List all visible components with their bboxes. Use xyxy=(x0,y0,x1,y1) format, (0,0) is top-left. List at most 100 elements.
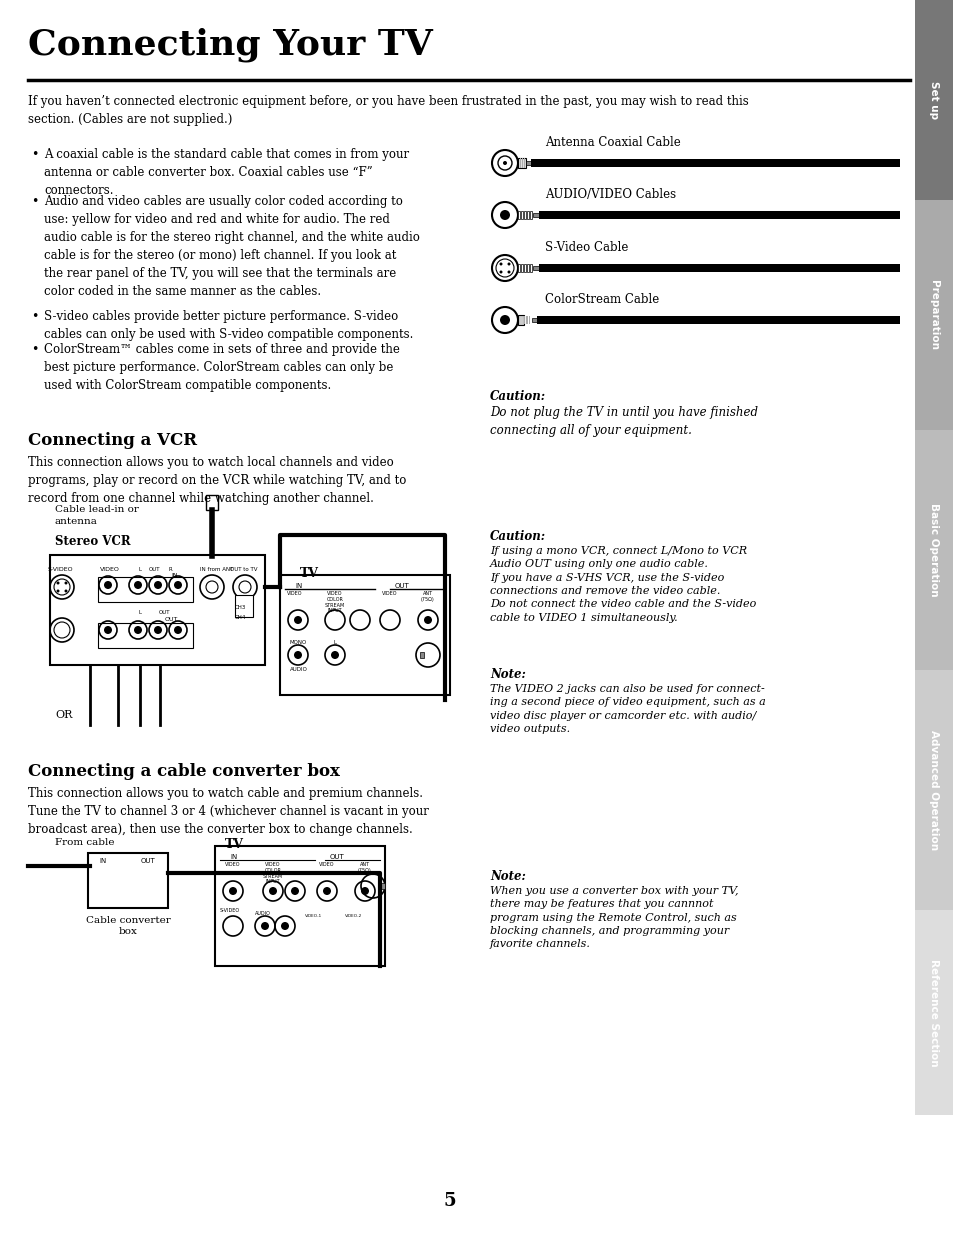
Circle shape xyxy=(360,887,369,895)
Text: Connecting a VCR: Connecting a VCR xyxy=(28,432,196,450)
Circle shape xyxy=(133,580,142,589)
Text: If using a mono VCR, connect L/Mono to VCR
Audio OUT using only one audio cable.: If using a mono VCR, connect L/Mono to V… xyxy=(490,546,756,622)
Text: 5: 5 xyxy=(443,1192,456,1210)
Text: S-video cables provide better picture performance. S-video
cables can only be us: S-video cables provide better picture pe… xyxy=(44,310,413,341)
Bar xyxy=(533,266,538,270)
Bar xyxy=(914,430,953,671)
Bar xyxy=(88,853,168,908)
Bar xyxy=(520,264,522,272)
Text: From cable: From cable xyxy=(55,839,114,847)
Text: VIDEO-1: VIDEO-1 xyxy=(305,914,322,918)
Circle shape xyxy=(294,651,302,659)
Bar xyxy=(526,316,527,324)
Text: OUT: OUT xyxy=(149,567,161,572)
Bar xyxy=(530,211,532,219)
Circle shape xyxy=(65,582,68,584)
Bar xyxy=(538,211,899,219)
Circle shape xyxy=(104,580,112,589)
Text: The VIDEO 2 jacks can also be used for connect-
ing a second piece of video equi: The VIDEO 2 jacks can also be used for c… xyxy=(490,684,765,734)
Bar xyxy=(519,158,520,168)
Circle shape xyxy=(331,651,338,659)
Bar xyxy=(50,555,265,664)
Text: CH3: CH3 xyxy=(234,605,246,610)
Bar xyxy=(98,622,193,648)
Circle shape xyxy=(269,887,276,895)
Circle shape xyxy=(153,580,162,589)
Text: When you use a converter box with your TV,
there may be features that you cannno: When you use a converter box with your T… xyxy=(490,885,738,950)
Bar xyxy=(526,211,529,219)
Bar xyxy=(526,264,529,272)
Text: AUDIO/VIDEO Cables: AUDIO/VIDEO Cables xyxy=(544,188,676,201)
Circle shape xyxy=(65,589,68,593)
Circle shape xyxy=(499,270,502,273)
Text: This connection allows you to watch cable and premium channels.
Tune the TV to c: This connection allows you to watch cabl… xyxy=(28,787,429,836)
Text: ColorStream Cable: ColorStream Cable xyxy=(544,293,659,306)
Text: Reference Section: Reference Section xyxy=(928,958,939,1066)
Text: OUT: OUT xyxy=(395,583,410,589)
Text: VIDEO: VIDEO xyxy=(319,862,335,867)
Text: ANT
(75Ω): ANT (75Ω) xyxy=(420,592,435,601)
Text: Caution:: Caution: xyxy=(490,390,545,403)
Bar xyxy=(914,0,953,200)
Bar xyxy=(517,264,519,272)
Text: IN: IN xyxy=(172,573,178,578)
Circle shape xyxy=(323,887,331,895)
Text: VIDEO: VIDEO xyxy=(225,862,240,867)
Circle shape xyxy=(229,887,236,895)
Bar xyxy=(234,595,253,618)
Bar xyxy=(525,161,531,165)
Bar xyxy=(280,576,450,695)
Text: Advanced Operation: Advanced Operation xyxy=(928,730,939,850)
Circle shape xyxy=(507,263,510,266)
Bar xyxy=(517,211,519,219)
Text: Audio and video cables are usually color coded according to
use: yellow for vide: Audio and video cables are usually color… xyxy=(44,195,419,298)
Circle shape xyxy=(294,616,302,624)
Text: ANT
(75Ω): ANT (75Ω) xyxy=(357,862,372,873)
Bar xyxy=(533,212,538,217)
Text: IN: IN xyxy=(294,583,302,589)
Text: Note:: Note: xyxy=(490,869,525,883)
Text: CH4: CH4 xyxy=(234,615,246,620)
Bar xyxy=(379,883,385,889)
Bar xyxy=(517,158,525,168)
Text: Cable converter
box: Cable converter box xyxy=(86,916,171,936)
Text: Antenna Coaxial Cable: Antenna Coaxial Cable xyxy=(544,136,680,149)
Bar xyxy=(530,264,532,272)
Text: ColorStream™ cables come in sets of three and provide the
best picture performan: ColorStream™ cables come in sets of thre… xyxy=(44,343,399,391)
Text: Basic Operation: Basic Operation xyxy=(928,503,939,597)
Text: IN: IN xyxy=(230,853,237,860)
Circle shape xyxy=(423,616,432,624)
Text: R: R xyxy=(168,567,172,572)
Bar xyxy=(517,315,523,325)
Text: If you haven’t connected electronic equipment before, or you have been frustrate: If you haven’t connected electronic equi… xyxy=(28,95,748,126)
Bar xyxy=(521,158,522,168)
Text: VIDEO
COLOR
STREAM
INPUT: VIDEO COLOR STREAM INPUT xyxy=(325,592,345,614)
Text: •: • xyxy=(30,148,38,161)
Text: AUDIO: AUDIO xyxy=(290,667,308,672)
Text: •: • xyxy=(30,343,38,356)
Text: Set up: Set up xyxy=(928,82,939,119)
Circle shape xyxy=(499,315,510,325)
Text: TV: TV xyxy=(225,839,244,851)
Bar xyxy=(914,200,953,430)
Text: OUT: OUT xyxy=(140,858,155,864)
Text: OR: OR xyxy=(55,710,72,720)
Text: VIDEO
COLOR
STREAM
INPUT: VIDEO COLOR STREAM INPUT xyxy=(263,862,283,884)
Text: S-VIDEO: S-VIDEO xyxy=(47,567,72,572)
Bar xyxy=(538,264,899,272)
Text: OUT: OUT xyxy=(330,853,344,860)
Circle shape xyxy=(56,589,59,593)
Text: MONO: MONO xyxy=(289,640,306,645)
Circle shape xyxy=(502,161,506,165)
Text: AUDIO: AUDIO xyxy=(254,911,271,916)
Text: OUT to TV: OUT to TV xyxy=(230,567,257,572)
Text: L: L xyxy=(138,610,141,615)
Text: VIDEO: VIDEO xyxy=(287,592,302,597)
Text: TV: TV xyxy=(299,567,318,580)
Text: L: L xyxy=(334,640,336,645)
Text: This connection allows you to watch local channels and video
programs, play or r: This connection allows you to watch loca… xyxy=(28,456,406,505)
Text: VIDEO: VIDEO xyxy=(382,592,397,597)
Circle shape xyxy=(173,626,182,634)
Text: Caution:: Caution: xyxy=(490,530,545,543)
Text: OUT: OUT xyxy=(159,610,171,615)
